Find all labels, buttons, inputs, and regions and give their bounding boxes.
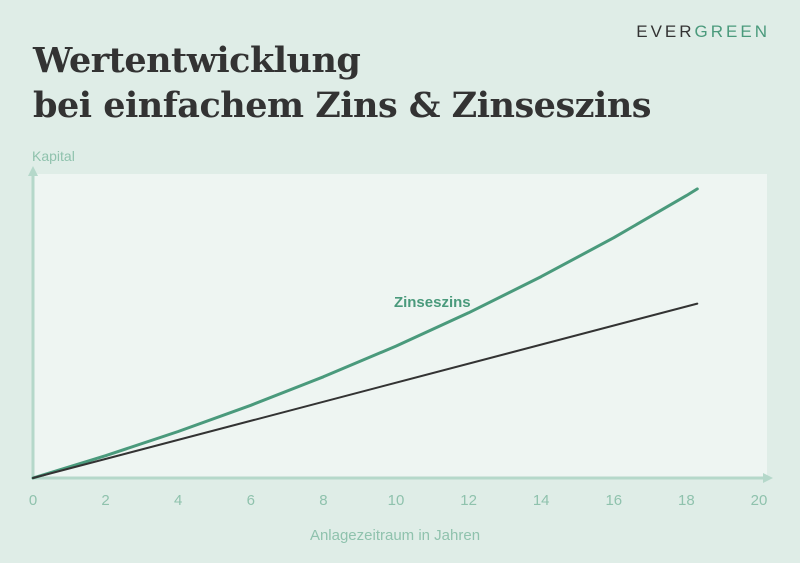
y-axis-label: Kapital: [32, 148, 75, 164]
axes: [28, 166, 773, 483]
y-axis-arrow: [28, 166, 38, 176]
x-tick-label: 6: [247, 492, 255, 509]
series-line-compound-interest: [31, 187, 699, 480]
x-tick-label: 14: [533, 492, 550, 509]
chart-labels: Kapital Anlagezeitraum in Jahren Zinseszin…: [32, 148, 480, 544]
plot-area: [33, 174, 767, 478]
x-axis-arrow: [763, 473, 773, 483]
series-lines: [31, 187, 699, 480]
brand-logo-part-2: GREEN: [694, 22, 770, 41]
x-tick-label: 10: [388, 492, 405, 509]
chart-title: Wertentwicklung bei einfachem Zins & Zin…: [33, 38, 651, 128]
x-tick-labels: 0 2 4 6 8 10 12 14 16 18 20: [29, 492, 768, 509]
x-tick-label: 8: [319, 492, 327, 509]
chart-title-line-2: bei einfachem Zins & Zinseszins: [33, 85, 651, 126]
series-line-simple-interest: [32, 302, 699, 479]
x-tick-label: 0: [29, 492, 37, 509]
x-tick-label: 18: [678, 492, 695, 509]
x-tick-label: 16: [605, 492, 622, 509]
x-tick-label: 20: [751, 492, 768, 509]
x-tick-label: 4: [174, 492, 182, 509]
x-axis-label: Anlagezeitraum in Jahren: [310, 527, 480, 544]
brand-logo: EVERGREEN: [636, 22, 770, 42]
chart-title-line-1: Wertentwicklung: [33, 40, 361, 81]
x-tick-label: 2: [101, 492, 109, 509]
x-tick-label: 12: [460, 492, 477, 509]
series-annotation: Zinseszins: [394, 294, 471, 311]
brand-logo-part-1: EVER: [636, 22, 695, 41]
